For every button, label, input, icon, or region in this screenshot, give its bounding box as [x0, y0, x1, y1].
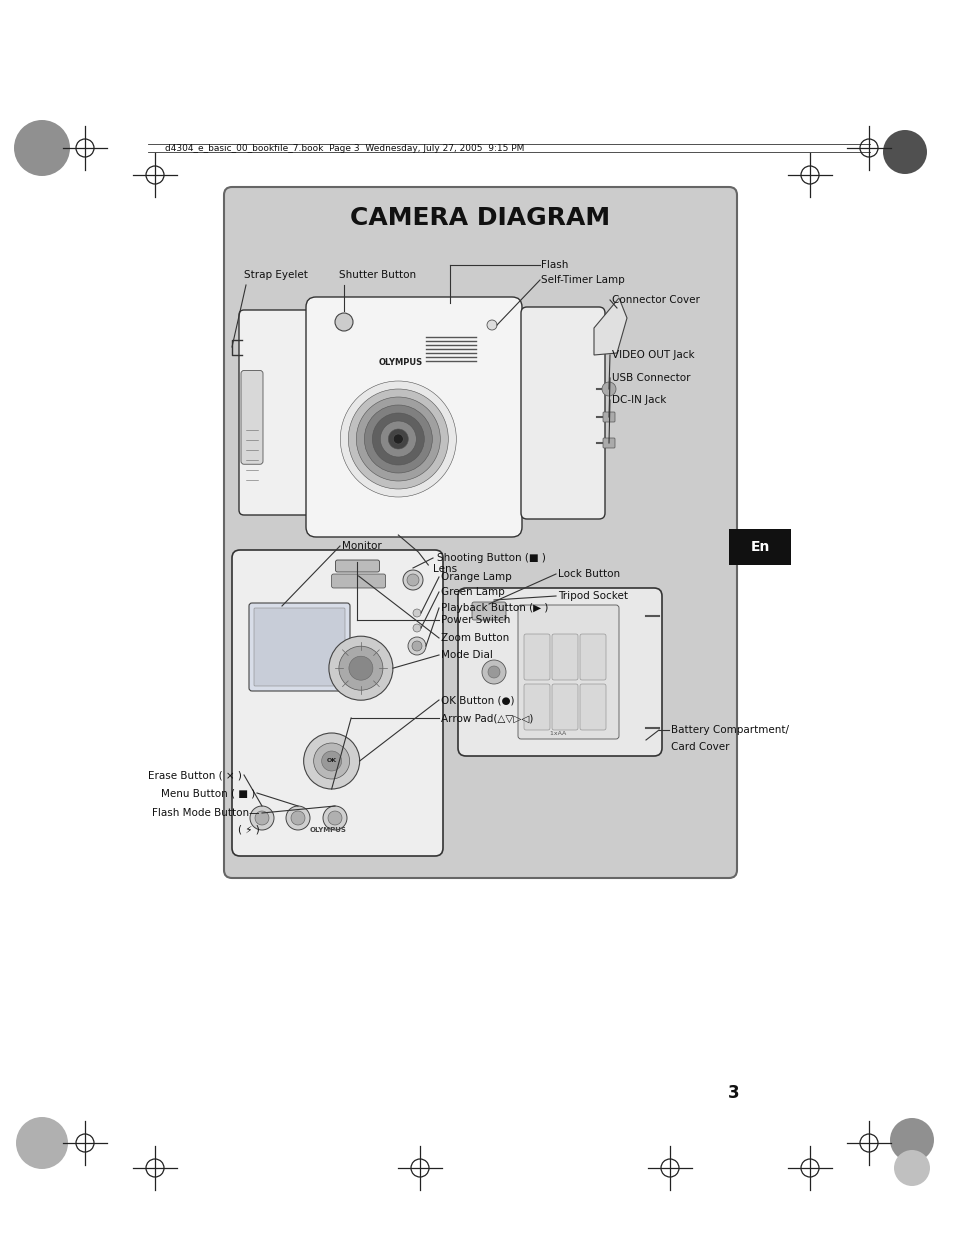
Circle shape: [393, 435, 403, 444]
Circle shape: [408, 638, 426, 655]
Text: Connector Cover: Connector Cover: [612, 295, 700, 305]
Circle shape: [323, 806, 347, 829]
Text: Playback Button (▶ ): Playback Button (▶ ): [440, 603, 548, 613]
Circle shape: [388, 430, 408, 449]
Circle shape: [601, 383, 616, 396]
Text: OLYMPUS: OLYMPUS: [309, 827, 346, 833]
Text: USB Connector: USB Connector: [612, 373, 690, 383]
Text: d4304_e_basic_00_bookfile_7.book  Page 3  Wednesday, July 27, 2005  9:15 PM: d4304_e_basic_00_bookfile_7.book Page 3 …: [165, 144, 524, 152]
FancyBboxPatch shape: [523, 685, 550, 730]
FancyBboxPatch shape: [579, 634, 605, 680]
Circle shape: [349, 656, 373, 680]
FancyBboxPatch shape: [332, 574, 385, 588]
Text: Green Lamp: Green Lamp: [440, 587, 504, 597]
Text: 1xAA: 1xAA: [549, 730, 570, 737]
Text: OK Button (●): OK Button (●): [440, 695, 514, 704]
Text: Flash: Flash: [540, 260, 568, 270]
Text: Lens: Lens: [433, 565, 457, 574]
Circle shape: [286, 806, 310, 829]
Text: Power Switch: Power Switch: [440, 615, 510, 625]
FancyBboxPatch shape: [517, 605, 618, 739]
Circle shape: [303, 733, 359, 789]
Circle shape: [481, 660, 505, 685]
Text: Strap Eyelet: Strap Eyelet: [244, 270, 308, 280]
FancyBboxPatch shape: [224, 187, 737, 878]
Text: Erase Button ( × ): Erase Button ( × ): [148, 770, 242, 780]
Text: Zoom Button: Zoom Button: [440, 633, 509, 643]
Text: Shutter Button: Shutter Button: [338, 270, 416, 280]
Circle shape: [321, 751, 341, 771]
FancyBboxPatch shape: [520, 307, 604, 519]
Circle shape: [314, 743, 350, 779]
Circle shape: [413, 624, 420, 633]
FancyBboxPatch shape: [232, 550, 442, 855]
FancyBboxPatch shape: [472, 602, 505, 620]
FancyBboxPatch shape: [239, 310, 311, 515]
Text: Mode Dial: Mode Dial: [440, 650, 493, 660]
Text: Menu Button ( ■ ): Menu Button ( ■ ): [161, 789, 254, 799]
FancyBboxPatch shape: [552, 685, 578, 730]
Text: Card Cover: Card Cover: [670, 742, 729, 751]
Circle shape: [364, 405, 432, 473]
FancyBboxPatch shape: [728, 529, 790, 565]
Text: Orange Lamp: Orange Lamp: [440, 572, 511, 582]
Text: 3: 3: [727, 1084, 739, 1102]
FancyBboxPatch shape: [552, 634, 578, 680]
Circle shape: [291, 811, 305, 825]
Text: Monitor: Monitor: [341, 541, 381, 551]
Circle shape: [372, 413, 424, 465]
Circle shape: [328, 811, 341, 825]
Text: Tripod Socket: Tripod Socket: [558, 591, 627, 600]
FancyBboxPatch shape: [523, 634, 550, 680]
Circle shape: [335, 313, 353, 331]
FancyBboxPatch shape: [249, 603, 350, 691]
Circle shape: [407, 574, 418, 586]
Text: VIDEO OUT Jack: VIDEO OUT Jack: [612, 350, 694, 360]
Circle shape: [348, 389, 448, 489]
Circle shape: [14, 120, 70, 176]
Circle shape: [413, 609, 420, 617]
Text: ( ⚡ ): ( ⚡ ): [238, 825, 260, 834]
FancyBboxPatch shape: [602, 412, 615, 422]
Text: OK: OK: [326, 759, 336, 764]
Circle shape: [402, 569, 422, 591]
Text: Shooting Button (■ ): Shooting Button (■ ): [436, 553, 545, 563]
Circle shape: [488, 666, 499, 678]
FancyBboxPatch shape: [306, 297, 521, 537]
Circle shape: [486, 319, 497, 331]
FancyBboxPatch shape: [457, 588, 661, 756]
Circle shape: [412, 641, 421, 651]
Text: Flash Mode Button—: Flash Mode Button—: [152, 808, 260, 818]
Circle shape: [889, 1118, 933, 1162]
Circle shape: [380, 421, 416, 457]
FancyBboxPatch shape: [335, 560, 379, 572]
Text: Self-Timer Lamp: Self-Timer Lamp: [540, 275, 624, 285]
Text: CAMERA DIAGRAM: CAMERA DIAGRAM: [350, 206, 609, 230]
Text: DC-IN Jack: DC-IN Jack: [612, 395, 666, 405]
Text: OLYMPUS: OLYMPUS: [377, 358, 422, 366]
Text: En: En: [749, 540, 769, 553]
Circle shape: [356, 397, 440, 482]
Text: Lock Button: Lock Button: [558, 569, 619, 579]
Circle shape: [16, 1117, 68, 1169]
Circle shape: [893, 1150, 929, 1186]
FancyBboxPatch shape: [602, 438, 615, 448]
Polygon shape: [594, 298, 626, 355]
Circle shape: [254, 811, 269, 825]
Text: Arrow Pad(△▽▷◁): Arrow Pad(△▽▷◁): [440, 713, 533, 723]
Circle shape: [882, 130, 926, 175]
FancyBboxPatch shape: [253, 608, 345, 686]
Circle shape: [250, 806, 274, 829]
Circle shape: [340, 381, 456, 496]
Text: Battery Compartment/: Battery Compartment/: [670, 725, 788, 735]
FancyBboxPatch shape: [579, 685, 605, 730]
FancyBboxPatch shape: [241, 370, 263, 464]
Circle shape: [329, 636, 393, 701]
Circle shape: [338, 646, 382, 691]
